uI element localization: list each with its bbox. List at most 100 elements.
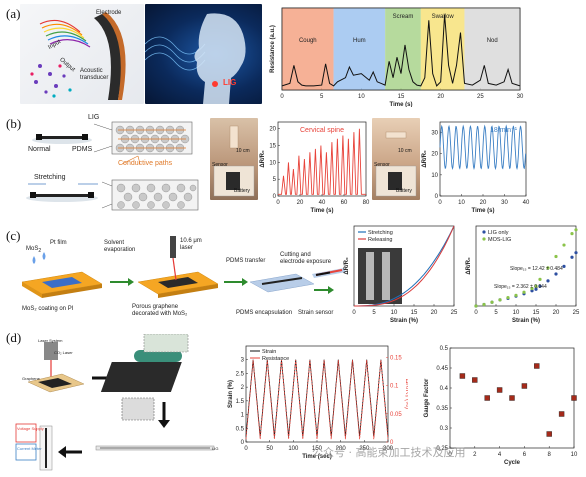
legend-label: MOS-LIG	[488, 237, 511, 243]
x-tick-label: 25	[451, 310, 458, 316]
chart-c-gauge: 0 5 10 15 20 25 Strain (%) ΔR/R₀ LIG onlyMOS-LIG…	[466, 225, 580, 324]
gauge-factor-point	[546, 431, 552, 437]
y-axis-label: Resistance (a.u.)	[270, 25, 276, 73]
normal-label: Normal	[28, 146, 51, 153]
chart-b-breathing: 0 10 20 30 40 0 10 20 30 Time (s) ΔR/R₀ 18 min⁻¹	[422, 121, 530, 214]
legend-label: Strain	[262, 349, 276, 355]
gauge-point	[574, 251, 578, 255]
x-tick-label: 10	[513, 310, 520, 316]
step4-caption: Strain sensor	[298, 310, 334, 316]
region-label-hum: Hum	[353, 38, 366, 44]
x-axis-label: Strain (%)	[390, 318, 418, 324]
x-tick-label: 6	[523, 452, 527, 458]
pdms-label: PDMS	[72, 146, 93, 153]
gauge-point	[530, 289, 534, 293]
mos2-label: MoS2	[26, 246, 42, 255]
x-tick-label: 20	[431, 310, 438, 316]
inset-photo-sample	[366, 252, 374, 300]
legend-label: Releasing	[368, 237, 392, 243]
gauge-point	[538, 277, 542, 281]
x-tick-label: 10	[458, 200, 465, 206]
x-tick-label: 5	[372, 310, 376, 316]
x-tick-label: 5	[494, 310, 498, 316]
x-tick-label: 60	[341, 200, 348, 206]
neck-sensor-photo: 10 cm Sensor Battery	[210, 118, 258, 200]
x-axis-label: Cycle	[504, 460, 521, 466]
x-tick-label: 15	[533, 310, 540, 316]
gauge-point	[538, 284, 542, 288]
x-tick-label: 25	[477, 94, 484, 100]
throat-sensor-photo: LIG	[145, 4, 262, 104]
y-axis-label: ΔR/R₀	[260, 150, 266, 168]
gauge-point	[546, 266, 550, 270]
gauge-point	[570, 232, 574, 236]
photo1-battery: Battery	[234, 188, 250, 194]
x-tick-label: 250	[359, 446, 370, 452]
transducer-label: Acoustic transducer	[80, 68, 109, 81]
chart-b-cervical: 0 20 40 60 80 0 5 10 15 20 Time (s) ΔR/R₀ Cervical s…	[260, 121, 370, 214]
inset-photo-sample	[382, 252, 390, 300]
solvent-label: Solvent evaporation	[104, 240, 136, 253]
photo2-sensor: Sensor	[374, 162, 390, 168]
plot-frame-top	[281, 7, 521, 91]
cutting-label: Cutting and electrode exposure	[280, 252, 332, 265]
y-right-tick-label: 0.05	[390, 412, 402, 418]
x-tick-label: 30	[517, 94, 524, 100]
x-tick-label: 0	[448, 452, 452, 458]
x-tick-label: 80	[363, 200, 370, 206]
slope-annotation: Slope₁₅ = 2.362 ± 0.044	[494, 284, 547, 290]
chart-b1-title: Cervical spine	[300, 127, 344, 134]
x-tick-label: 15	[398, 94, 405, 100]
x-tick-label: 2	[473, 452, 477, 458]
y-right-tick-label: 0	[390, 440, 394, 446]
x-tick-label: 5	[320, 94, 324, 100]
x-tick-label: 10	[391, 310, 398, 316]
stretching-label: Stretching	[34, 174, 66, 181]
plot-frame	[475, 225, 577, 307]
y-axis-label: Gauge Factor	[424, 378, 430, 417]
y-tick-label: 20	[269, 127, 276, 133]
y-tick-label: 0	[273, 194, 277, 200]
pdms-transfer-label: PDMS transfer	[226, 258, 266, 264]
panel-label-d: (d)	[6, 330, 22, 345]
x-tick-label: 200	[336, 446, 347, 452]
region-label-nod: Nod	[487, 38, 498, 44]
y-tick-label: 0	[435, 194, 439, 200]
y-tick-label: 0.45	[436, 366, 448, 372]
x-tick-label: 20	[297, 200, 304, 206]
x-tick-label: 10	[571, 452, 578, 458]
x-axis-label: Time (sec)	[302, 454, 332, 460]
gauge-factor-point	[459, 373, 466, 379]
x-tick-label: 50	[266, 446, 273, 452]
abdomen-sensor-photo: 10 cm Sensor Battery	[372, 118, 420, 200]
resistance-series-line	[245, 360, 389, 440]
region-label-scream: Scream	[393, 14, 414, 20]
inset-photo	[358, 248, 402, 304]
panel-label-a: (a)	[6, 6, 21, 21]
gauge-factor-point	[534, 363, 540, 369]
y-tick-label: 1.5	[236, 399, 245, 405]
co2-laser-label: CO₂ Laser	[54, 350, 73, 355]
slope-annotation: Slope₁₅ = 12.42 ± 0.484	[510, 266, 563, 272]
x-tick-label: 0	[474, 310, 478, 316]
chart-a-resistance: 0 5 10 15 20 25 30 Time (s) Resistance (a.u.) Cou…	[270, 7, 524, 107]
y-right-tick-label: 0.15	[390, 355, 402, 361]
current-meter-label: Current Meter	[17, 446, 42, 451]
neck-photo-drawing	[213, 125, 255, 197]
gauge-point	[534, 287, 538, 291]
y-axis-label: ΔR/R₀	[466, 257, 472, 275]
laser-system-label: Laser System	[38, 338, 63, 343]
y-tick-label: 2	[241, 385, 245, 391]
x-tick-label: 0	[352, 310, 356, 316]
photo2-scale: 10 cm	[398, 148, 412, 154]
panel-label-b: (b)	[6, 116, 22, 131]
gauge-point	[554, 254, 558, 259]
conductive-paths-schematic	[26, 121, 199, 211]
region-band-hum	[333, 8, 386, 90]
y-right-tick-label: 0.1	[390, 384, 399, 390]
gauge-point	[530, 286, 534, 291]
x-tick-label: 40	[523, 200, 530, 206]
y-tick-label: 15	[269, 144, 276, 150]
lig-label: LIG	[223, 78, 237, 87]
